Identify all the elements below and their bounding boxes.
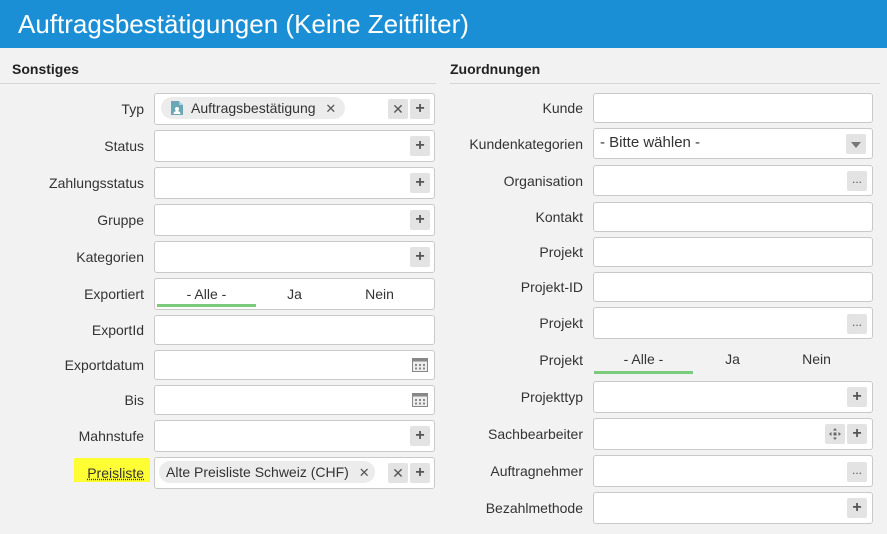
calendar-icon[interactable] (410, 355, 430, 375)
exportiert-option-nein[interactable]: Nein (365, 286, 394, 302)
exportiert-option-ja[interactable]: Ja (287, 286, 302, 302)
exportdatum-label: Exportdatum (64, 357, 144, 373)
exportid-label: ExportId (91, 322, 144, 338)
projekt-input[interactable] (593, 237, 873, 267)
bis-input[interactable] (154, 385, 435, 415)
kunde-label: Kunde (542, 100, 583, 116)
remove-tag-icon[interactable]: ✕ (325, 101, 337, 116)
exportdatum-input[interactable] (154, 350, 435, 380)
add-icon[interactable]: + (847, 387, 867, 407)
section-divider (450, 83, 880, 84)
projekttyp-label: Projekttyp (520, 389, 583, 405)
document-person-icon (170, 100, 184, 122)
more-icon[interactable]: ... (847, 314, 867, 334)
bis-label: Bis (124, 392, 144, 408)
kategorien-field[interactable]: + (154, 241, 435, 273)
organisation-field[interactable]: ... (593, 165, 873, 196)
kundenkategorien-value: - Bitte wählen - (600, 134, 701, 151)
add-icon[interactable]: + (410, 99, 430, 119)
zahlungsstatus-field[interactable]: + (154, 167, 435, 199)
auftragnehmer-field[interactable]: ... (593, 455, 873, 487)
typ-tag: Auftragsbestätigung ✕ (161, 97, 345, 119)
projekt-toggle-label: Projekt (539, 352, 583, 368)
projekt-id-label: Projekt-ID (520, 279, 583, 295)
sachbearbeiter-label: Sachbearbeiter (488, 426, 583, 442)
add-icon[interactable]: + (410, 463, 430, 483)
typ-field[interactable]: Auftragsbestätigung ✕ ✕ + (154, 93, 435, 125)
more-icon[interactable]: ... (847, 171, 867, 191)
exportiert-label: Exportiert (84, 286, 144, 302)
kundenkategorien-select[interactable]: - Bitte wählen - (593, 128, 873, 159)
chevron-down-icon[interactable] (846, 134, 866, 154)
organisation-label: Organisation (503, 173, 583, 189)
status-label: Status (104, 138, 144, 154)
auftragnehmer-label: Auftragnehmer (490, 463, 583, 479)
exportiert-toggle[interactable]: - Alle - Ja Nein (154, 278, 435, 310)
projekt-toggle[interactable]: - Alle - Ja Nein (593, 344, 873, 376)
page-title: Auftragsbestätigungen (Keine Zeitfilter) (18, 9, 469, 39)
section-divider (0, 83, 436, 84)
remove-tag-icon[interactable]: ✕ (358, 465, 370, 480)
kategorien-label: Kategorien (76, 249, 144, 265)
mahnstufe-label: Mahnstufe (78, 428, 144, 444)
bezahlmethode-field[interactable]: + (593, 492, 873, 524)
section-title-sonstiges: Sonstiges (12, 61, 79, 77)
move-icon[interactable] (825, 424, 845, 444)
section-title-zuordnungen: Zuordnungen (450, 61, 541, 77)
page-header: Auftragsbestätigungen (Keine Zeitfilter) (0, 0, 887, 48)
gruppe-field[interactable]: + (154, 204, 435, 236)
projekt-lookup-field[interactable]: ... (593, 307, 873, 339)
projekt-option-ja[interactable]: Ja (725, 351, 740, 367)
preisliste-label: Preisliste (87, 465, 144, 481)
clear-icon[interactable]: ✕ (388, 99, 408, 119)
kontakt-input[interactable] (593, 202, 873, 232)
projekt-id-input[interactable] (593, 272, 873, 302)
calendar-icon[interactable] (410, 390, 430, 410)
exportid-input[interactable] (154, 315, 435, 345)
status-field[interactable]: + (154, 130, 435, 162)
add-icon[interactable]: + (410, 426, 430, 446)
projekt-option-nein[interactable]: Nein (802, 351, 831, 367)
more-icon[interactable]: ... (847, 462, 867, 482)
typ-label: Typ (121, 101, 144, 117)
projekt-label: Projekt (539, 244, 583, 260)
label-highlight (74, 458, 150, 482)
clear-icon[interactable]: ✕ (388, 463, 408, 483)
bezahlmethode-label: Bezahlmethode (485, 500, 583, 516)
kunde-input[interactable] (593, 93, 873, 123)
sachbearbeiter-field[interactable]: + (593, 418, 873, 450)
exportiert-option-alle[interactable]: - Alle - (157, 279, 256, 309)
zahlungsstatus-label: Zahlungsstatus (49, 175, 144, 191)
projekt-option-alle[interactable]: - Alle - (594, 344, 693, 376)
typ-tag-label: Auftragsbestätigung (191, 100, 316, 116)
kundenkategorien-label: Kundenkategorien (469, 136, 583, 152)
add-icon[interactable]: + (410, 247, 430, 267)
add-icon[interactable]: + (410, 173, 430, 193)
gruppe-label: Gruppe (97, 212, 144, 228)
add-icon[interactable]: + (410, 136, 430, 156)
preisliste-field[interactable]: Alte Preisliste Schweiz (CHF) ✕ ✕ + (154, 457, 435, 489)
mahnstufe-field[interactable]: + (154, 420, 435, 452)
add-icon[interactable]: + (410, 210, 430, 230)
preisliste-tag-label: Alte Preisliste Schweiz (CHF) (166, 464, 349, 480)
projekt-lookup-label: Projekt (539, 315, 583, 331)
preisliste-tag: Alte Preisliste Schweiz (CHF) ✕ (159, 461, 375, 483)
add-icon[interactable]: + (847, 424, 867, 444)
projekttyp-field[interactable]: + (593, 381, 873, 413)
kontakt-label: Kontakt (535, 209, 583, 225)
add-icon[interactable]: + (847, 498, 867, 518)
